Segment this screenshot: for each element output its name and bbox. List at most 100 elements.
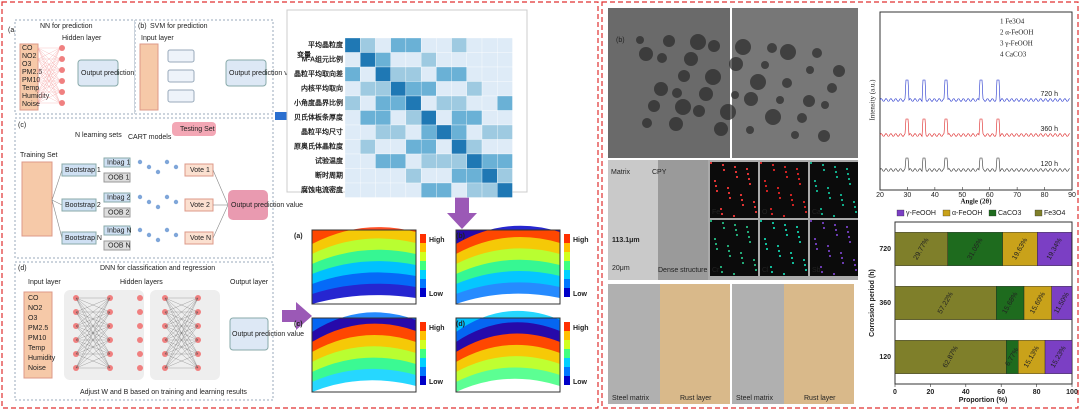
colorbar-seg xyxy=(420,279,426,288)
label: Hidden layer xyxy=(62,35,102,42)
colorbar-seg xyxy=(564,270,570,279)
label: Vote N xyxy=(190,235,211,242)
neuron xyxy=(137,365,143,371)
label: CPY xyxy=(652,169,667,176)
eds-dot xyxy=(798,178,800,180)
colorbar-seg xyxy=(564,252,570,261)
heatmap-cell xyxy=(420,37,437,53)
eds-dot xyxy=(746,168,748,170)
x-tick-label: 20 xyxy=(876,192,884,199)
x-tick-label: 40 xyxy=(931,192,939,199)
eds-dot xyxy=(785,171,787,173)
eds-dot xyxy=(785,229,787,231)
eds-dot xyxy=(803,259,805,261)
particle xyxy=(765,109,781,125)
input-label: NO2 xyxy=(28,305,43,312)
eds-dot xyxy=(797,173,799,175)
heatmap-cell xyxy=(360,124,376,140)
eds-dot xyxy=(723,169,725,171)
x-tick-label: 60 xyxy=(997,389,1005,396)
heatmap-cell xyxy=(375,139,391,155)
heatmap-cell xyxy=(451,66,467,82)
particle xyxy=(761,61,769,69)
particle xyxy=(731,91,739,99)
x-tick-label: 60 xyxy=(986,192,994,199)
label: Bootstrap 2 xyxy=(65,202,101,209)
colorbar-seg xyxy=(420,331,426,340)
label: High xyxy=(429,237,445,244)
eds-dot xyxy=(855,269,857,271)
heatmap-cell xyxy=(344,168,361,184)
heatmap-cell xyxy=(497,124,513,140)
label: N learning sets xyxy=(75,132,122,139)
label: Output prediction value xyxy=(232,331,304,338)
eds-dot xyxy=(754,264,756,266)
heatmap-cell xyxy=(420,52,437,68)
label: Rust layer xyxy=(804,395,836,402)
eds-dot xyxy=(847,231,849,233)
connector xyxy=(51,199,63,206)
element-label: Ca xyxy=(812,209,821,216)
colorbar-seg xyxy=(420,234,426,243)
label: Bootstrap 1 xyxy=(65,167,101,174)
label: Low xyxy=(429,291,444,298)
heatmap-cell xyxy=(451,153,467,169)
neuron xyxy=(59,89,65,95)
label: OOB N xyxy=(108,242,131,249)
particle xyxy=(648,100,660,112)
heatmap-cell xyxy=(420,81,437,97)
heatmap-cell xyxy=(375,95,391,111)
eds-dot xyxy=(715,243,717,245)
eds-dot xyxy=(799,241,801,243)
eds-dot xyxy=(770,208,772,210)
eds-dot xyxy=(722,222,724,224)
label: Bootstrap N xyxy=(65,235,102,242)
heatmap-cell xyxy=(481,139,498,155)
heatmap-cell xyxy=(420,153,437,169)
eds-dot xyxy=(853,201,855,203)
eds-dot xyxy=(820,266,822,268)
eds-dot xyxy=(841,199,843,201)
heatmap-cell xyxy=(375,37,391,53)
inbag-box xyxy=(103,157,131,168)
tree-node xyxy=(164,194,170,200)
tree-node xyxy=(155,237,161,243)
heatmap-cell xyxy=(344,110,361,126)
eds-dot xyxy=(848,178,850,180)
panel-b-border xyxy=(601,1,1079,409)
particle xyxy=(705,69,721,85)
label: Matrix xyxy=(611,169,631,176)
eds-dot xyxy=(742,204,744,206)
eds-dot xyxy=(747,173,749,175)
particle xyxy=(812,48,822,58)
heatmap-cell xyxy=(481,66,498,82)
curve-label: 120 h xyxy=(1040,161,1058,168)
tree-node xyxy=(173,232,179,238)
heatmap-cell xyxy=(405,110,422,126)
contour-label: (d) xyxy=(456,321,465,328)
label: Rust layer xyxy=(680,395,712,402)
eds-dot xyxy=(835,229,837,231)
input-label: PM10 xyxy=(22,77,40,84)
label: Input layer xyxy=(28,279,61,286)
particle xyxy=(672,88,682,98)
tree-node xyxy=(173,164,179,170)
heatmap-cell xyxy=(436,37,452,53)
heatmap-cell xyxy=(375,110,391,126)
legend-swatch xyxy=(896,209,905,217)
tree-node xyxy=(173,199,179,205)
heatmap-cell xyxy=(390,110,407,126)
legend-entry: CaCO3 xyxy=(998,210,1021,217)
eds-dot xyxy=(804,206,806,208)
eds-dot xyxy=(796,168,798,170)
edge xyxy=(75,353,111,369)
eds-dot xyxy=(765,185,767,187)
contour-label: (b) xyxy=(456,233,465,240)
colorbar-seg xyxy=(420,288,426,297)
eds-dot xyxy=(721,213,723,215)
matrix-region xyxy=(608,160,658,280)
heatmap-cell xyxy=(405,153,422,169)
edge xyxy=(37,47,61,82)
heatmap-cell xyxy=(420,66,437,82)
heatmap-cell xyxy=(497,66,513,82)
